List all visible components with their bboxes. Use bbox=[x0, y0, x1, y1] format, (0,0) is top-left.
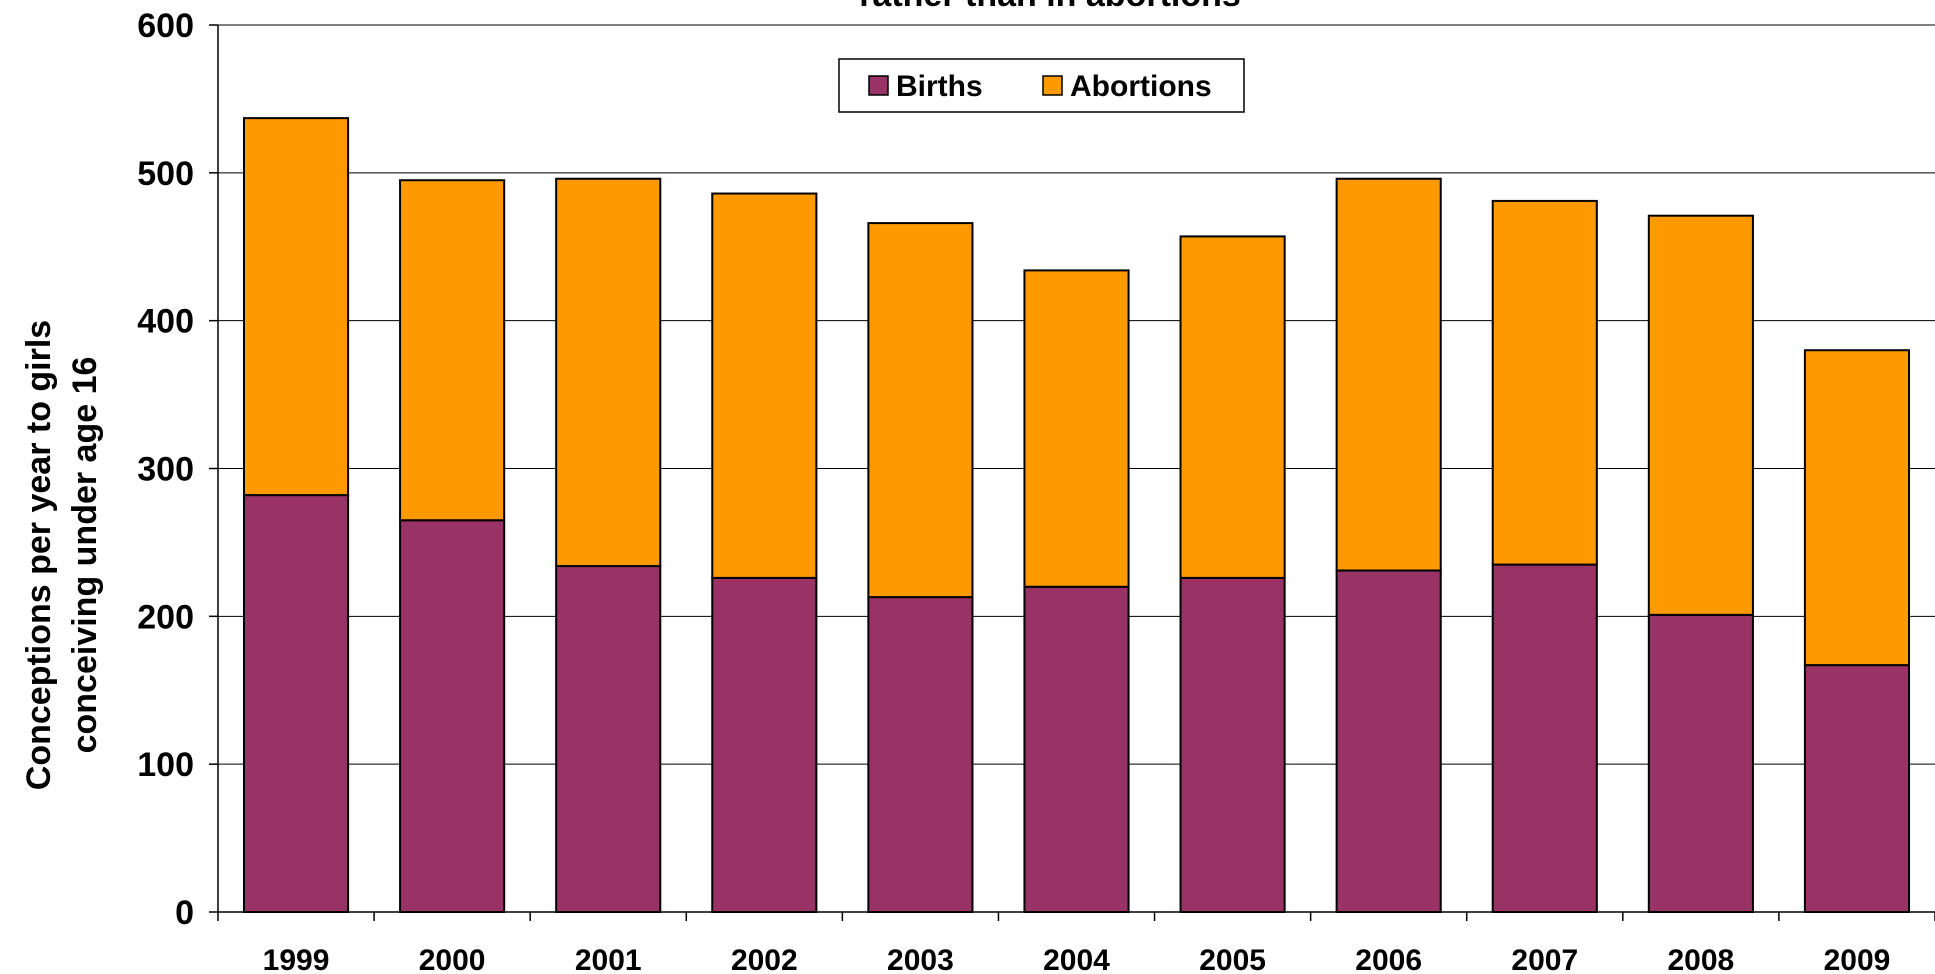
x-tick-label: 2000 bbox=[419, 944, 486, 974]
y-tick-label: 300 bbox=[137, 451, 194, 489]
y-tick-label: 400 bbox=[137, 303, 194, 341]
bar-abortions-2007 bbox=[1491, 199, 1598, 566]
bar-abortions-2004 bbox=[1023, 269, 1130, 588]
bar-births-2001 bbox=[555, 565, 662, 913]
bar-births-2004 bbox=[1023, 585, 1130, 913]
bar-births-2006 bbox=[1335, 569, 1442, 913]
y-tick-label: 600 bbox=[137, 7, 194, 45]
legend-label-births: Births bbox=[896, 70, 983, 103]
bar-abortions-2003 bbox=[867, 222, 974, 599]
bar-births-2005 bbox=[1179, 576, 1286, 913]
bars bbox=[242, 117, 1911, 914]
bar-births-2007 bbox=[1491, 563, 1598, 913]
bar-births-2000 bbox=[399, 519, 506, 913]
x-tick-label: 2001 bbox=[575, 944, 642, 974]
y-tick-label: 500 bbox=[137, 155, 194, 193]
x-tick-label: 2009 bbox=[1824, 944, 1891, 974]
legend-swatch-abortions bbox=[1042, 75, 1063, 96]
bar-abortions-2008 bbox=[1647, 214, 1754, 616]
y-axis-title-line-1: Conceptions per year to girls bbox=[20, 320, 58, 790]
y-axis-title-line-2: conceiving under age 16 bbox=[66, 357, 104, 754]
x-tick-label: 2002 bbox=[731, 944, 798, 974]
bar-births-2002 bbox=[711, 576, 818, 913]
legend: Births Abortions bbox=[838, 58, 1245, 113]
y-tick-labels: 0 100 200 300 400 500 600 bbox=[137, 7, 194, 932]
bar-births-1999 bbox=[242, 494, 350, 913]
bar-abortions-2005 bbox=[1179, 235, 1286, 579]
x-tick-labels: 1999 2000 2001 2002 2003 2004 2005 2006 2007 2008… bbox=[263, 944, 1891, 974]
y-axis-title: Conceptions per year to girls conceiving… bbox=[20, 320, 104, 790]
bar-abortions-2002 bbox=[711, 192, 818, 579]
bar-births-2008 bbox=[1647, 613, 1754, 913]
x-tick-label: 2003 bbox=[887, 944, 954, 974]
bar-abortions-2001 bbox=[555, 177, 662, 568]
bar-births-2003 bbox=[867, 596, 974, 913]
legend-label-abortions: Abortions bbox=[1070, 70, 1212, 103]
x-tick-label: 1999 bbox=[263, 944, 330, 974]
x-tick-label: 2005 bbox=[1199, 944, 1266, 974]
y-tick-label: 0 bbox=[175, 894, 194, 932]
bar-abortions-1999 bbox=[242, 117, 350, 497]
x-tick-label: 2007 bbox=[1511, 944, 1578, 974]
y-tick-label: 100 bbox=[137, 746, 194, 784]
bar-abortions-2006 bbox=[1335, 177, 1442, 572]
bar-abortions-2009 bbox=[1803, 349, 1911, 667]
legend-box bbox=[838, 58, 1245, 113]
x-tick-label: 2008 bbox=[1667, 944, 1734, 974]
legend-swatch-births bbox=[868, 75, 889, 96]
bar-births-2009 bbox=[1803, 664, 1911, 914]
axes bbox=[209, 24, 1935, 921]
x-tick-label: 2006 bbox=[1355, 944, 1422, 974]
y-tick-label: 200 bbox=[137, 598, 194, 636]
x-tick-label: 2004 bbox=[1043, 944, 1110, 974]
bar-abortions-2000 bbox=[399, 179, 506, 522]
chart-title: rather than in abortions bbox=[859, 0, 1241, 14]
